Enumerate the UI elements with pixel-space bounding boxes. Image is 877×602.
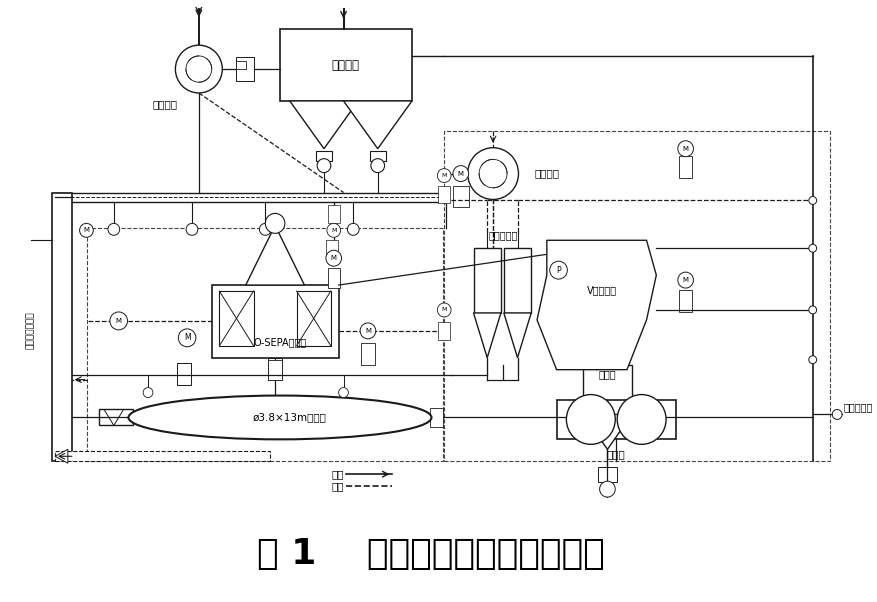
Text: 旋风分离器: 旋风分离器 (488, 231, 517, 240)
Text: 至水泥库提升机: 至水泥库提升机 (26, 311, 35, 349)
Bar (280, 29, 411, 101)
Bar (444, 131, 830, 461)
Circle shape (260, 223, 271, 235)
Polygon shape (582, 414, 631, 449)
Circle shape (831, 409, 841, 420)
Circle shape (677, 141, 693, 157)
Bar (88, 228, 443, 461)
Circle shape (108, 223, 119, 235)
Polygon shape (473, 313, 500, 358)
Text: P: P (556, 265, 560, 275)
Bar (268, 358, 282, 380)
Bar (268, 360, 282, 380)
Bar (438, 185, 450, 203)
Circle shape (437, 303, 451, 317)
Bar (503, 248, 531, 313)
Circle shape (808, 244, 816, 252)
Circle shape (453, 166, 468, 182)
Text: 物料: 物料 (331, 469, 343, 479)
Polygon shape (503, 313, 531, 358)
Bar (678, 156, 692, 178)
Bar (582, 365, 631, 414)
Text: M: M (681, 146, 688, 152)
Bar (556, 400, 675, 439)
Text: 图 1    水泥粉磨系统的工艺流程: 图 1 水泥粉磨系统的工艺流程 (256, 537, 603, 571)
Bar (99, 409, 133, 426)
Bar (327, 268, 339, 288)
Text: O-SEPA选粉机: O-SEPA选粉机 (253, 337, 306, 347)
Circle shape (110, 312, 127, 330)
Polygon shape (55, 449, 68, 464)
Bar (55, 193, 446, 202)
Text: M: M (365, 328, 370, 334)
Circle shape (599, 481, 615, 497)
Text: ø3.8×13m水泥磨: ø3.8×13m水泥磨 (253, 412, 326, 423)
Bar (158, 409, 192, 426)
Text: 来自水泥磨: 来自水泥磨 (843, 403, 873, 412)
Text: 袋收尘器: 袋收尘器 (332, 58, 359, 72)
Polygon shape (537, 240, 656, 370)
Text: M: M (116, 318, 122, 324)
Circle shape (339, 388, 348, 397)
Circle shape (808, 196, 816, 205)
Circle shape (467, 147, 518, 199)
Circle shape (347, 223, 359, 235)
Text: 循环风机: 循环风机 (534, 169, 559, 179)
Text: M: M (331, 228, 336, 233)
Polygon shape (343, 101, 411, 149)
Text: M: M (331, 255, 337, 261)
Bar (236, 61, 246, 69)
Bar (236, 57, 253, 81)
Circle shape (808, 356, 816, 364)
Circle shape (360, 323, 375, 339)
Text: M: M (441, 173, 446, 178)
Circle shape (370, 159, 384, 173)
Bar (327, 205, 339, 223)
Ellipse shape (128, 396, 431, 439)
Circle shape (80, 223, 93, 237)
Text: M: M (183, 334, 190, 343)
Text: 气流: 气流 (331, 481, 343, 491)
Circle shape (325, 250, 341, 266)
Polygon shape (289, 101, 358, 149)
Bar (316, 150, 332, 161)
Text: M: M (83, 228, 89, 234)
Bar (678, 290, 692, 312)
Bar (219, 291, 253, 346)
Bar (296, 291, 331, 346)
Bar (325, 240, 338, 258)
Circle shape (186, 223, 197, 235)
Circle shape (566, 394, 615, 444)
Circle shape (677, 272, 693, 288)
Bar (597, 467, 617, 482)
Circle shape (265, 213, 284, 234)
Circle shape (143, 388, 153, 397)
Text: 辊压机: 辊压机 (606, 449, 625, 459)
Circle shape (549, 261, 567, 279)
Text: M: M (457, 170, 463, 176)
Bar (360, 343, 374, 365)
Circle shape (808, 306, 816, 314)
Bar (369, 150, 385, 161)
Circle shape (175, 45, 222, 93)
Text: M: M (681, 277, 688, 283)
Bar (473, 248, 500, 313)
Circle shape (437, 169, 451, 182)
Bar (211, 285, 339, 358)
Text: V型选粉机: V型选粉机 (586, 285, 616, 295)
Circle shape (317, 159, 331, 173)
Text: 尾排风机: 尾排风机 (152, 99, 177, 109)
Text: 中间仓: 中间仓 (598, 370, 616, 380)
Polygon shape (246, 225, 304, 285)
Bar (52, 193, 72, 461)
Circle shape (326, 223, 340, 237)
Bar (438, 322, 450, 340)
Text: M: M (441, 308, 446, 312)
Bar (55, 452, 270, 461)
Bar (453, 185, 468, 208)
Circle shape (617, 394, 666, 444)
Bar (429, 408, 443, 427)
Circle shape (178, 329, 196, 347)
Bar (177, 363, 191, 385)
